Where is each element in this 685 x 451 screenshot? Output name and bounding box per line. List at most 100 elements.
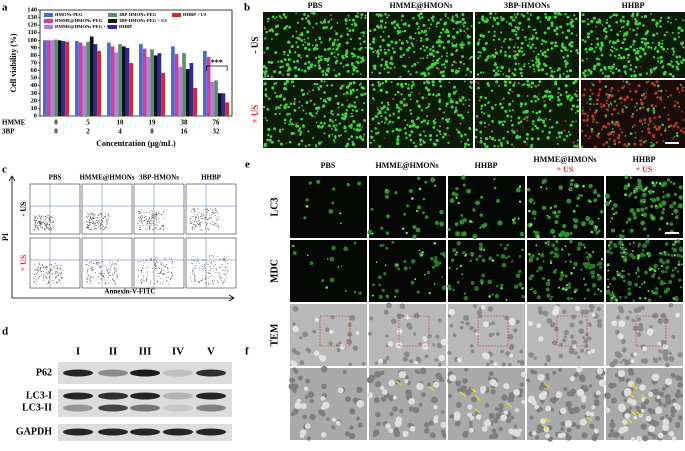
cell bbox=[534, 124, 537, 127]
cell bbox=[655, 287, 658, 290]
cell bbox=[455, 253, 457, 255]
event bbox=[227, 268, 228, 269]
cell bbox=[469, 421, 473, 425]
cell bbox=[639, 384, 646, 391]
y-tick-label: 50 bbox=[31, 75, 38, 82]
cell bbox=[494, 178, 496, 180]
event bbox=[218, 219, 219, 220]
cell bbox=[340, 62, 343, 65]
cell bbox=[418, 26, 420, 28]
cell bbox=[523, 53, 525, 55]
cell bbox=[436, 139, 439, 142]
event bbox=[42, 265, 43, 266]
cell bbox=[651, 82, 654, 85]
cell bbox=[609, 283, 611, 285]
event bbox=[153, 217, 154, 218]
cell bbox=[423, 141, 426, 144]
event bbox=[53, 220, 54, 221]
cell bbox=[481, 111, 483, 113]
lane-label: II bbox=[109, 346, 118, 358]
cell bbox=[277, 20, 279, 22]
cell bbox=[628, 83, 630, 85]
cell bbox=[389, 114, 392, 117]
event bbox=[89, 229, 90, 230]
event bbox=[89, 224, 90, 225]
cell bbox=[554, 247, 558, 251]
event bbox=[192, 263, 193, 264]
cell bbox=[627, 20, 630, 23]
cell bbox=[615, 21, 618, 24]
cell bbox=[631, 437, 635, 441]
cell bbox=[423, 49, 425, 51]
cell bbox=[582, 71, 585, 74]
cell bbox=[555, 240, 559, 244]
cell bbox=[660, 17, 662, 19]
cell bbox=[543, 311, 549, 317]
cell bbox=[634, 18, 636, 20]
event bbox=[156, 214, 157, 215]
cell bbox=[445, 31, 448, 34]
cell bbox=[346, 41, 349, 44]
cell bbox=[457, 357, 462, 362]
cell bbox=[611, 131, 613, 133]
cell bbox=[330, 52, 333, 55]
cell bbox=[381, 102, 383, 104]
cell bbox=[574, 210, 576, 212]
cell bbox=[678, 26, 681, 29]
cell bbox=[671, 254, 674, 257]
event bbox=[115, 263, 116, 264]
event bbox=[198, 221, 199, 222]
cell bbox=[536, 257, 539, 260]
event bbox=[220, 266, 221, 267]
blot-band bbox=[130, 405, 160, 412]
event bbox=[191, 223, 192, 224]
cell bbox=[610, 91, 612, 93]
event bbox=[204, 264, 205, 265]
cell bbox=[312, 330, 316, 334]
cell bbox=[288, 68, 291, 71]
cell bbox=[305, 113, 307, 115]
cell bbox=[565, 420, 572, 427]
event bbox=[39, 276, 40, 277]
cell bbox=[564, 335, 567, 338]
event bbox=[86, 264, 87, 265]
cell bbox=[655, 24, 657, 26]
event bbox=[46, 224, 47, 225]
cell bbox=[580, 269, 582, 271]
cell bbox=[514, 56, 517, 59]
event bbox=[61, 273, 62, 274]
cell bbox=[526, 119, 528, 121]
cell bbox=[504, 110, 507, 113]
event bbox=[144, 220, 145, 221]
micrograph bbox=[369, 240, 446, 302]
cell bbox=[385, 118, 388, 121]
cell bbox=[480, 249, 482, 251]
cell bbox=[679, 186, 682, 189]
cell bbox=[605, 35, 608, 38]
event bbox=[48, 224, 49, 225]
event bbox=[40, 225, 41, 226]
event bbox=[46, 266, 47, 267]
cell bbox=[274, 92, 276, 94]
cell bbox=[497, 70, 499, 72]
event bbox=[101, 215, 102, 216]
event bbox=[140, 216, 141, 217]
cell bbox=[317, 110, 319, 112]
cell bbox=[411, 43, 414, 46]
cell bbox=[443, 112, 445, 114]
cell bbox=[289, 120, 291, 122]
cell bbox=[647, 328, 654, 335]
cell bbox=[643, 93, 645, 95]
event bbox=[143, 225, 144, 226]
cell bbox=[461, 321, 464, 324]
cell bbox=[538, 117, 540, 119]
micrograph bbox=[448, 240, 525, 302]
cell bbox=[356, 387, 362, 393]
cell bbox=[528, 253, 531, 256]
event bbox=[48, 281, 49, 282]
event bbox=[198, 282, 199, 283]
cell bbox=[538, 266, 543, 271]
cell bbox=[499, 102, 502, 105]
cell bbox=[264, 37, 266, 39]
